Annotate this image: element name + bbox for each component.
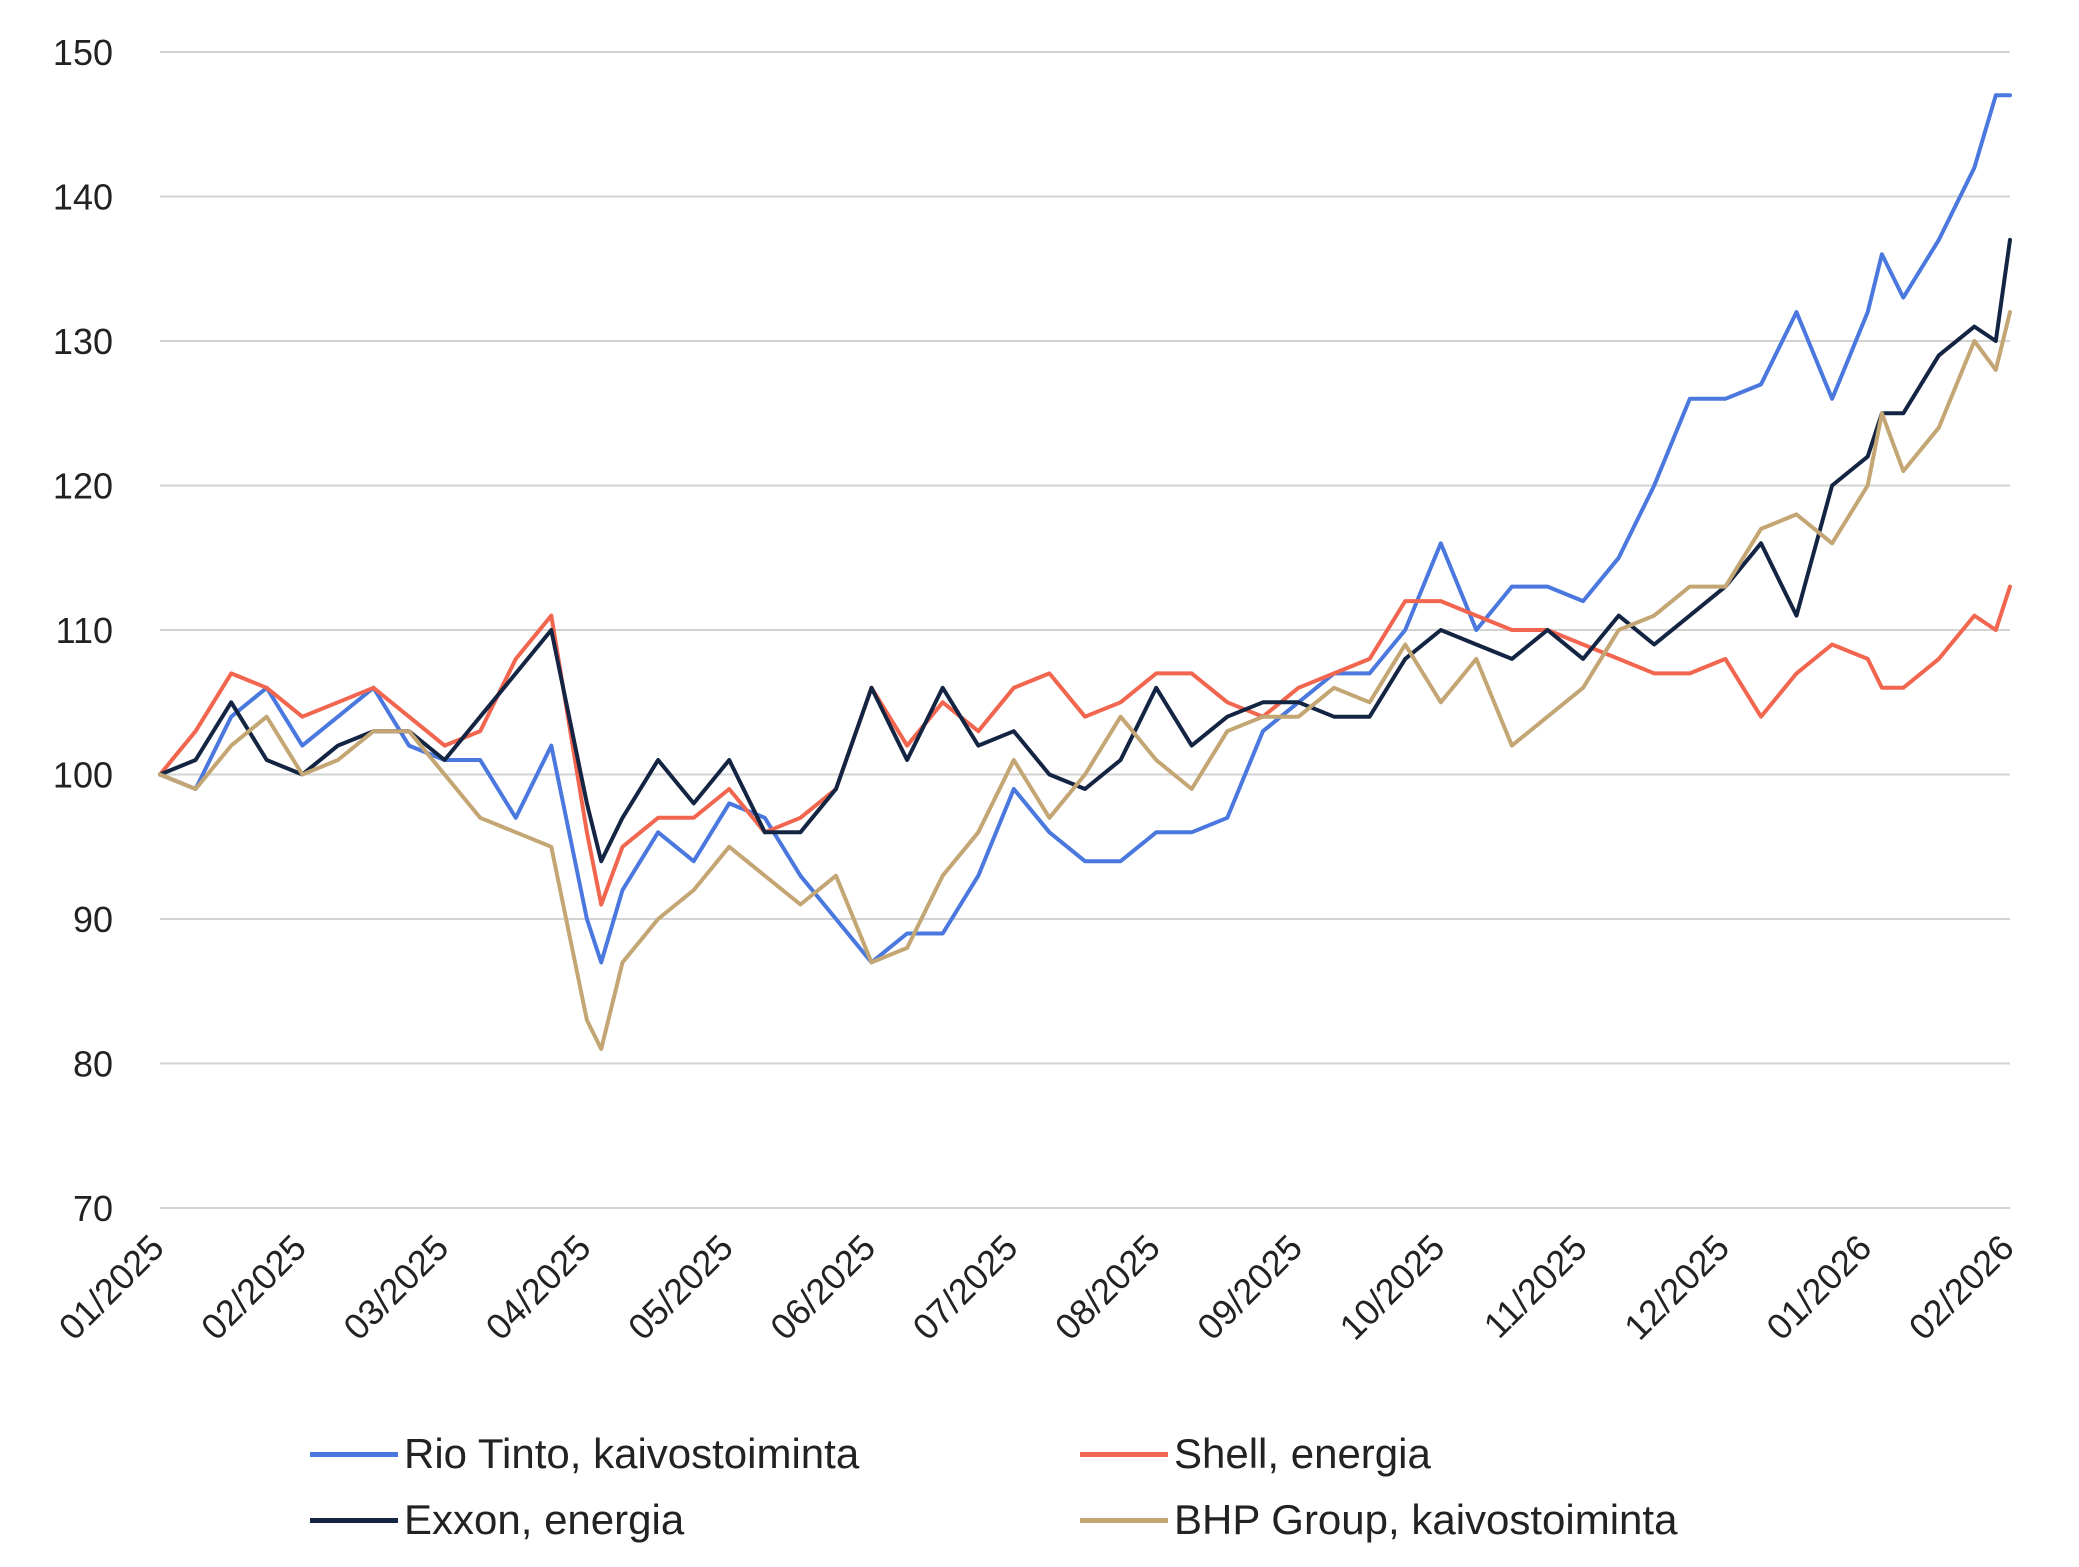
series-line-1 (158, 584, 2012, 907)
x-tick-label-6: 07/2025 (904, 1227, 1025, 1348)
x-tick-label-2: 03/2025 (335, 1227, 456, 1348)
y-tick-label-110: 110 (56, 610, 113, 651)
y-tick-label-100: 100 (53, 755, 113, 796)
y-tick-label-90: 90 (73, 899, 113, 940)
legend-swatch-shell (1080, 1451, 1168, 1457)
series-line-0 (158, 93, 2012, 965)
x-axis-tick-labels: 01/2025 02/2025 03/2025 04/2025 05/2025 06/20… (51, 1227, 2022, 1348)
x-tick-label-0: 01/2025 (51, 1227, 172, 1348)
legend-label-rio-tinto: Rio Tinto, kaivostoiminta (404, 1430, 860, 1477)
series-lines (158, 93, 2012, 1051)
legend-swatch-rio-tinto (310, 1451, 398, 1457)
x-tick-label-10: 11/2025 (1476, 1227, 1595, 1346)
y-tick-label-130: 130 (53, 321, 113, 362)
y-axis-tick-labels: 70 80 90 100 110 120 130 140 150 (53, 32, 113, 1229)
x-tick-label-7: 08/2025 (1047, 1227, 1168, 1348)
legend-label-exxon: Exxon, energia (404, 1496, 685, 1543)
y-tick-label-140: 140 (53, 177, 113, 218)
legend-label-shell: Shell, energia (1174, 1430, 1431, 1477)
x-tick-label-13: 02/2026 (1901, 1227, 2022, 1348)
legend-item-bhp: BHP Group, kaivostoiminta (1080, 1496, 1677, 1544)
series-line-3 (158, 310, 2012, 1051)
legend-item-exxon: Exxon, energia (310, 1496, 684, 1544)
gridlines (160, 51, 2010, 1209)
x-tick-label-9: 10/2025 (1331, 1227, 1452, 1348)
x-tick-label-1: 02/2025 (193, 1227, 314, 1348)
legend-item-rio-tinto: Rio Tinto, kaivostoiminta (310, 1430, 859, 1478)
x-tick-label-4: 05/2025 (620, 1227, 741, 1348)
x-tick-label-11: 12/2025 (1616, 1227, 1737, 1348)
x-tick-label-3: 04/2025 (478, 1227, 599, 1348)
y-tick-label-70: 70 (73, 1188, 113, 1229)
legend-swatch-bhp (1080, 1517, 1168, 1523)
legend-item-shell: Shell, energia (1080, 1430, 1431, 1478)
y-tick-label-150: 150 (53, 32, 113, 73)
y-tick-label-120: 120 (53, 466, 113, 507)
series-line-2 (158, 237, 2012, 864)
x-tick-label-8: 09/2025 (1189, 1227, 1310, 1348)
legend-label-bhp: BHP Group, kaivostoiminta (1174, 1496, 1678, 1543)
x-tick-label-5: 06/2025 (762, 1227, 883, 1348)
y-tick-label-80: 80 (73, 1044, 113, 1085)
legend-swatch-exxon (310, 1517, 398, 1523)
x-tick-label-12: 01/2026 (1758, 1227, 1879, 1348)
